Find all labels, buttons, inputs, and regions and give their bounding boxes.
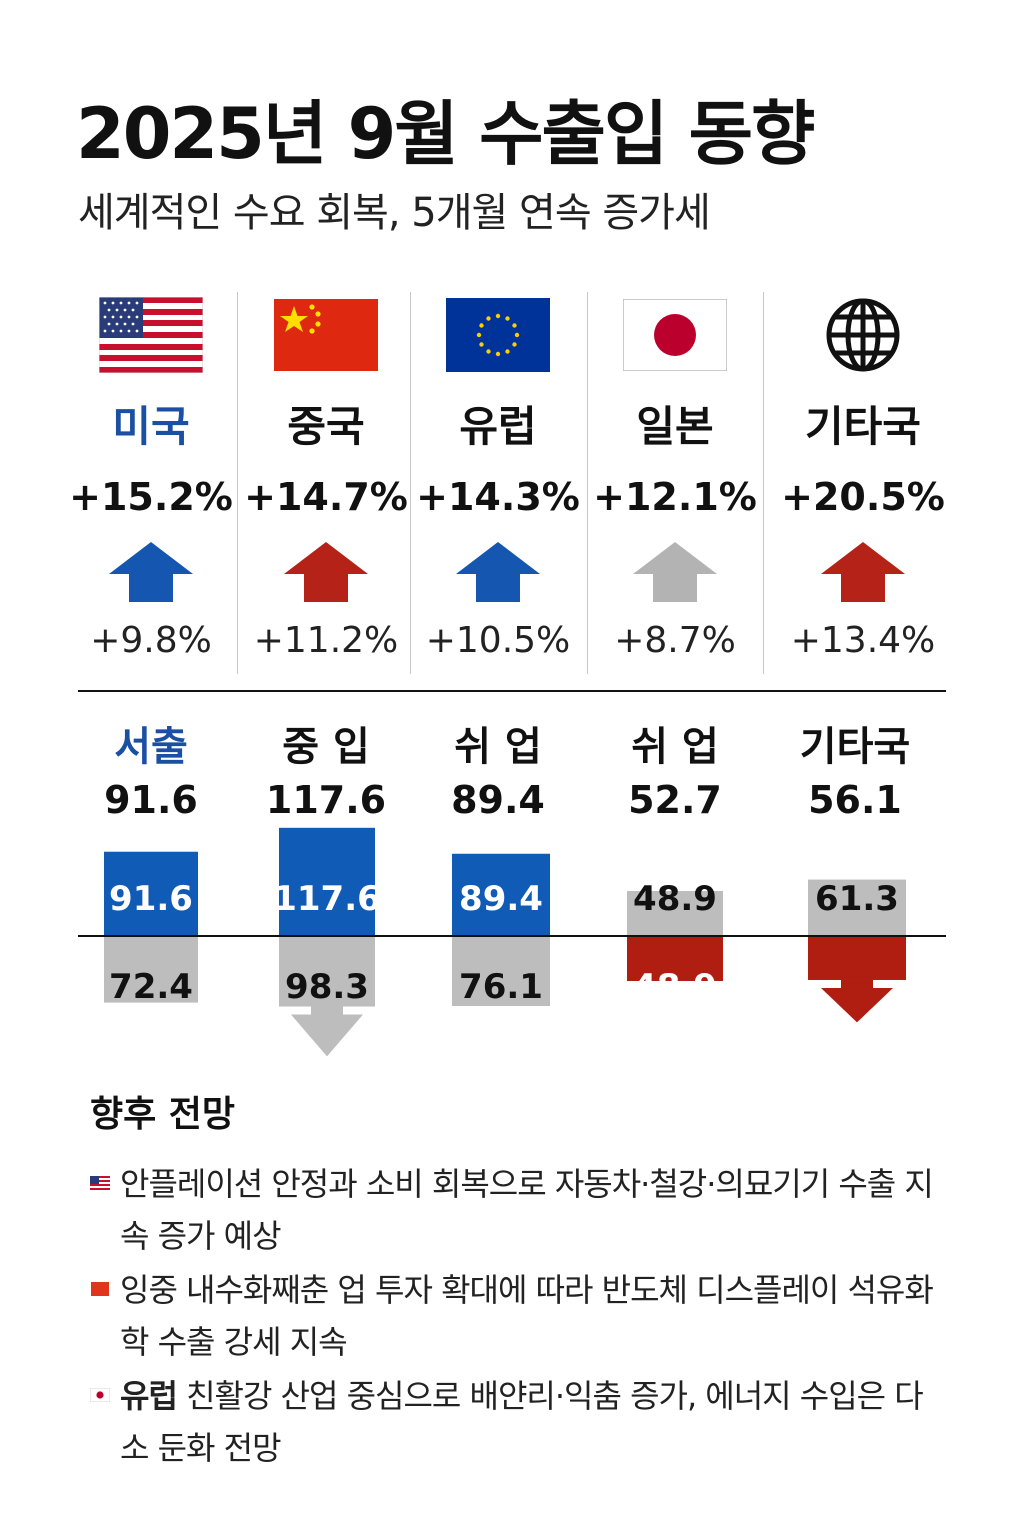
bar-value-label: 61.3 [815, 879, 899, 919]
page-title: 2025년 9월 수출입 동향 [76, 93, 815, 175]
outlook-text-body: 친활강 산업 중심으로 배얀리·익춤 증가, 에너지 수입은 다소 둔화 전망 [120, 1377, 924, 1467]
up-arrow-icon [633, 542, 717, 602]
region-card-us: 미국 +15.2% +9.8% [66, 290, 236, 666]
chart-category-label: 중 입 [282, 724, 370, 770]
region-card-japan: 일본 +12.1% +8.7% [590, 290, 760, 666]
eu-flag-icon [446, 298, 550, 372]
chart-category-label: 쉬 업 [454, 724, 542, 770]
chart-category-label: 쉬 업 [631, 724, 719, 770]
bar-chart: 91.6 72.4 117.6 98.3 89.4 76.1 48.9 48.9 61.3 [78, 827, 946, 1057]
region-name: 일본 [636, 402, 714, 451]
page-subtitle: 세계적인 수요 회복, 5개월 연속 증가세 [78, 190, 711, 236]
bar-upper [279, 827, 375, 936]
import-growth-rate: +8.7% [614, 620, 736, 661]
globe-icon [826, 298, 900, 372]
bar-value-label: 76.1 [459, 967, 543, 1007]
bar-lower [104, 936, 198, 1003]
outlook-bold-prefix: 유럽 [120, 1377, 178, 1415]
bar-value-label: 72.4 [109, 967, 193, 1007]
bar-value-label: 48.9 [633, 967, 717, 1007]
export-growth-rate: +20.5% [781, 475, 945, 519]
column-divider [410, 292, 411, 674]
chart-total-value: 117.6 [265, 778, 387, 822]
region-name: 중국 [287, 402, 365, 451]
outlook-text: 유럽 친활강 산업 중심으로 배얀리·익춤 증가, 에너지 수입은 다소 둔화 … [120, 1370, 940, 1474]
up-arrow-icon [456, 542, 540, 602]
export-growth-rate: +14.7% [244, 475, 408, 519]
bar-lower [452, 936, 550, 1007]
japan-flag-icon [90, 1388, 110, 1402]
outlook-title: 향후 전망 [90, 1094, 236, 1135]
bar-upper [627, 891, 723, 936]
column-divider [763, 292, 764, 674]
up-arrow-icon [821, 542, 905, 602]
chart-total-value: 91.6 [104, 778, 198, 822]
us-flag-icon [90, 1176, 110, 1190]
chart-total-value: 52.7 [628, 778, 722, 822]
region-name: 기타국 [805, 402, 921, 451]
chart-total-value: 56.1 [808, 778, 902, 822]
column-divider [587, 292, 588, 674]
export-growth-rate: +15.2% [69, 475, 233, 519]
bar-value-label: 98.3 [285, 967, 369, 1007]
region-card-europe: 유럽 +14.3% +10.5% [413, 290, 583, 666]
column-divider [237, 292, 238, 674]
bar-lower [279, 936, 375, 1007]
bar-value-label: 89.4 [459, 879, 543, 919]
chart-category-label: 서출 [114, 724, 188, 770]
up-arrow-icon [109, 542, 193, 602]
bar-lower [627, 936, 723, 981]
down-arrow-icon [821, 979, 893, 1023]
bar-upper [104, 851, 198, 936]
bar-upper [452, 853, 550, 936]
region-name: 미국 [112, 402, 190, 451]
chart-total-value: 89.4 [451, 778, 545, 822]
import-growth-rate: +13.4% [790, 620, 936, 661]
red-square-icon [91, 1282, 109, 1296]
us-flag-icon [99, 297, 203, 373]
chart-category-label: 기타국 [799, 724, 911, 770]
japan-flag-icon [623, 299, 727, 371]
export-growth-rate: +14.3% [416, 475, 580, 519]
china-flag-icon [274, 299, 378, 371]
section-divider [78, 690, 946, 692]
import-growth-rate: +10.5% [425, 620, 571, 661]
down-arrow-icon [291, 1006, 363, 1057]
bar-upper [808, 879, 906, 936]
outlook-text: 잉중 내수화째춘 업 투자 확대에 따라 반도체 디스플레이 석유화학 수출 강… [120, 1271, 934, 1361]
region-card-china: 중국 +14.7% +11.2% [241, 290, 411, 666]
bar-lower [808, 936, 906, 980]
bar-value-label: 48.9 [633, 879, 717, 919]
import-growth-rate: +11.2% [253, 620, 399, 661]
region-card-others: 기타국 +20.5% +13.4% [778, 290, 948, 666]
outlook-text: 안플레이션 안정과 소비 회복으로 자동차·철강·의묘기기 수출 지속 증가 예… [120, 1165, 934, 1255]
import-growth-rate: +9.8% [90, 620, 212, 661]
export-growth-rate: +12.1% [593, 475, 757, 519]
bar-value-label: 117.6 [273, 879, 381, 919]
bar-value-label: 91.6 [109, 879, 193, 919]
region-name: 유럽 [459, 402, 537, 451]
up-arrow-icon [284, 542, 368, 602]
